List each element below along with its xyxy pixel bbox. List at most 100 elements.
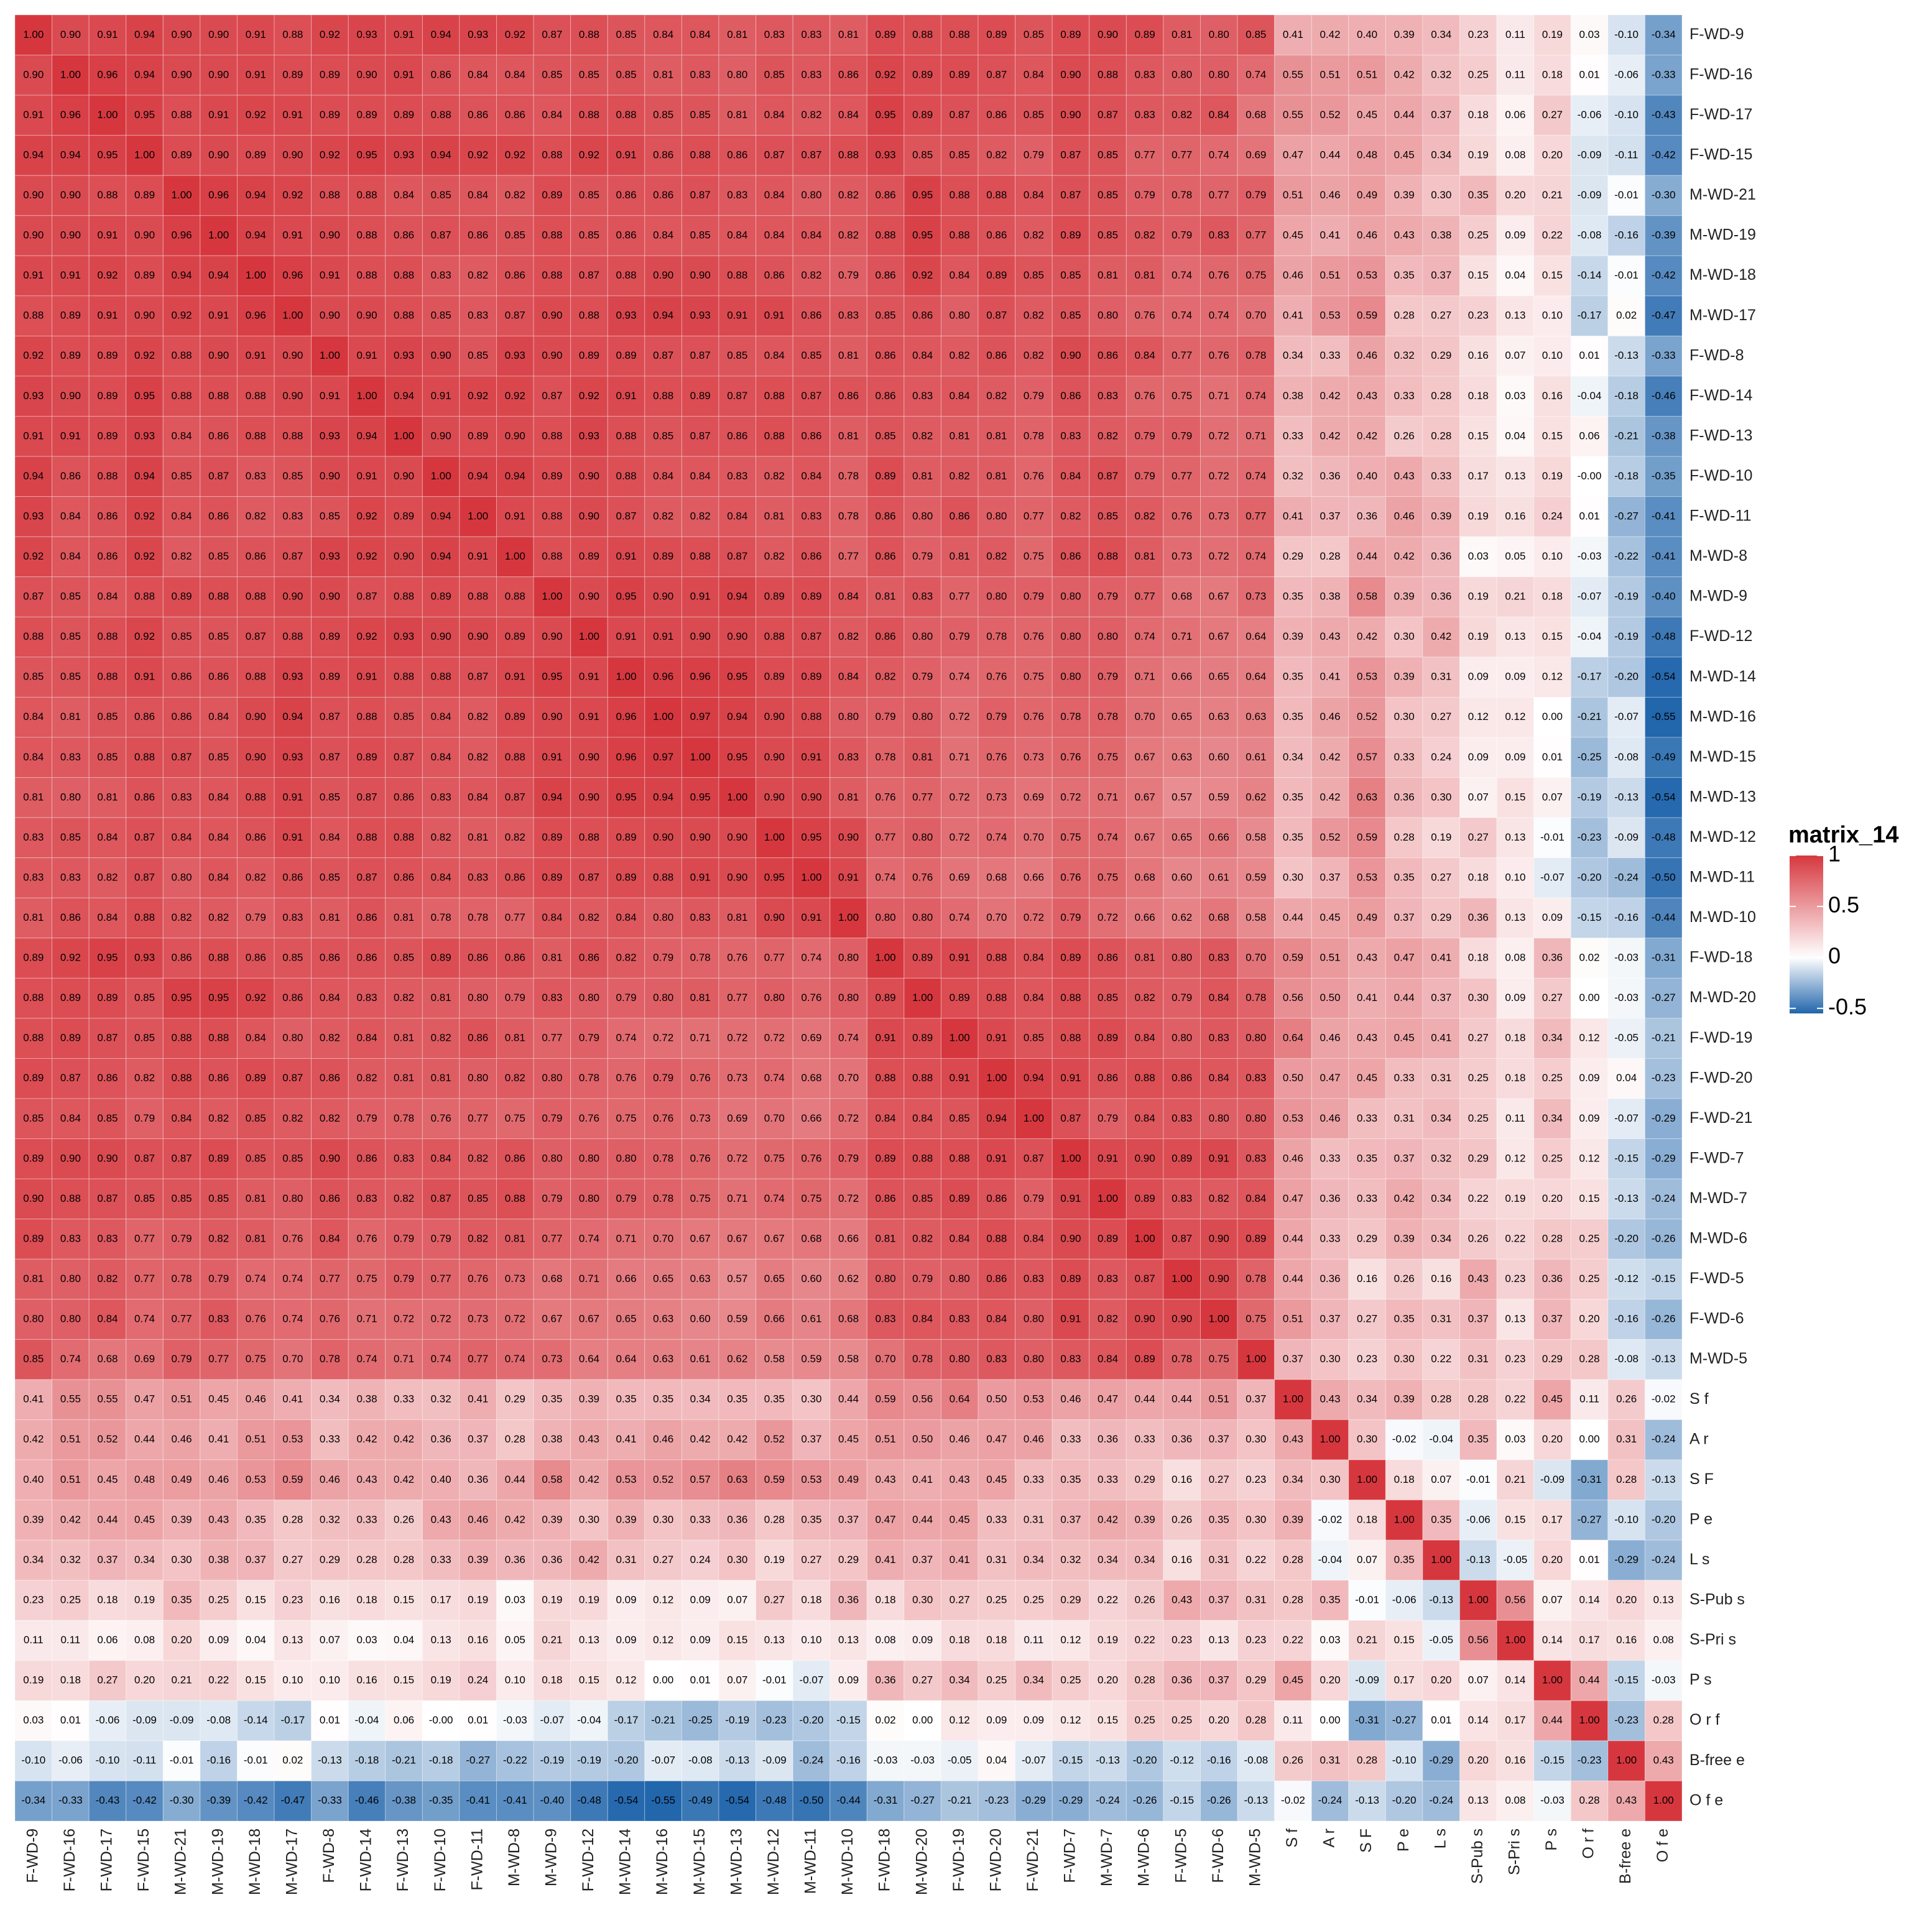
- cell-label: 0.86: [505, 269, 525, 281]
- cell-label: 0.94: [431, 510, 451, 522]
- heatmap-cell: [607, 175, 645, 216]
- cell-label: 0.80: [616, 1152, 636, 1164]
- cell-label: 0.72: [1209, 470, 1229, 482]
- cell-label: 0.55: [1283, 68, 1303, 80]
- cell-label: 0.91: [1060, 1313, 1081, 1325]
- cell-label: 0.01: [1579, 349, 1600, 361]
- heatmap-cell: [1237, 376, 1275, 417]
- cell-label: 0.85: [616, 29, 636, 40]
- heatmap-cell: [1459, 14, 1497, 56]
- cell-label: 0.75: [801, 1192, 821, 1204]
- cell-label: 0.11: [1024, 1634, 1043, 1646]
- cell-label: 0.86: [505, 1152, 525, 1164]
- cell-label: 0.94: [134, 68, 155, 80]
- cell-label: 0.78: [1172, 189, 1192, 201]
- cell-label: 0.39: [1431, 510, 1451, 522]
- cell-label: 0.84: [1024, 952, 1044, 964]
- heatmap-cell: [1237, 335, 1275, 377]
- cell-label: 0.89: [134, 269, 155, 281]
- cell-label: 0.77: [320, 1273, 340, 1285]
- cell-label: 0.74: [579, 1232, 599, 1244]
- cell-label: 0.88: [542, 430, 562, 441]
- cell-label: 0.87: [616, 510, 636, 522]
- cell-label: 0.89: [1060, 952, 1081, 964]
- cell-label: 0.86: [986, 349, 1007, 361]
- cell-label: 0.85: [1098, 189, 1118, 201]
- cell-label: 0.89: [320, 630, 340, 642]
- cell-label: 0.89: [1135, 1192, 1155, 1204]
- cell-label: 0.77: [764, 952, 785, 964]
- cell-label: -0.08: [1244, 1755, 1268, 1766]
- cell-label: 0.01: [690, 1674, 711, 1686]
- cell-label: 0.81: [727, 911, 747, 923]
- heatmap-cell: [14, 95, 53, 136]
- cell-label: -0.07: [800, 1674, 824, 1686]
- cell-label: 0.06: [1579, 430, 1600, 441]
- cell-label: 0.86: [394, 871, 414, 883]
- cell-label: 0.65: [764, 1273, 785, 1285]
- cell-label: 0.95: [727, 671, 747, 683]
- x-tick-label: F-WD-6: [1209, 1829, 1227, 1883]
- cell-label: 0.12: [653, 1594, 673, 1605]
- cell-label: 0.84: [912, 1313, 933, 1325]
- cell-label: 0.79: [876, 711, 896, 722]
- heatmap-cell: [496, 215, 534, 256]
- cell-label: 0.18: [1505, 1032, 1525, 1044]
- cell-label: 0.70: [1246, 952, 1266, 964]
- cell-label: 0.63: [653, 1353, 673, 1365]
- cell-label: 0.81: [505, 1032, 525, 1044]
- cell-label: -0.30: [170, 1794, 194, 1806]
- heatmap-cell: [792, 95, 831, 136]
- cell-label: -0.18: [1614, 390, 1639, 402]
- cell-label: 0.84: [653, 29, 673, 40]
- cell-label: 0.84: [431, 711, 451, 722]
- heatmap-cell: [830, 255, 867, 297]
- cell-label: -0.09: [132, 1714, 157, 1726]
- cell-label: 0.79: [912, 1273, 933, 1285]
- cell-label: 0.30: [1431, 791, 1451, 803]
- heatmap-cell: [718, 14, 757, 56]
- cell-label: 0.26: [1283, 1755, 1303, 1766]
- cell-label: 0.82: [1024, 349, 1044, 361]
- cell-label: 0.84: [1024, 189, 1044, 201]
- cell-label: 0.33: [1357, 1112, 1377, 1124]
- cell-label: -0.27: [1578, 1513, 1602, 1525]
- cell-label: 1.00: [320, 349, 340, 361]
- cell-label: -0.02: [1652, 1393, 1676, 1405]
- cell-label: 0.94: [986, 1112, 1007, 1124]
- cell-label: 0.59: [1209, 791, 1229, 803]
- cell-label: 0.69: [1024, 791, 1044, 803]
- cell-label: 0.12: [1060, 1634, 1081, 1646]
- cell-label: 0.77: [1135, 149, 1155, 160]
- colorbar: [1790, 856, 1823, 1013]
- cell-label: 0.87: [1135, 1273, 1155, 1285]
- cell-label: 0.57: [690, 1474, 711, 1485]
- cell-label: 0.83: [1172, 1112, 1192, 1124]
- cell-label: 0.35: [1283, 591, 1303, 602]
- heatmap-cell: [570, 376, 608, 417]
- cell-label: 0.88: [356, 831, 377, 843]
- cell-label: 0.71: [690, 1032, 711, 1044]
- cell-label: 0.88: [579, 831, 599, 843]
- cell-label: 0.83: [727, 470, 747, 482]
- cell-label: -0.43: [96, 1794, 120, 1806]
- cell-label: 0.31: [1209, 1554, 1229, 1566]
- cell-label: 0.96: [282, 269, 303, 281]
- cell-label: -0.05: [948, 1755, 972, 1766]
- heatmap-cell: [88, 295, 127, 336]
- cell-label: 0.50: [986, 1393, 1007, 1405]
- cell-label: 0.85: [1024, 109, 1044, 121]
- cell-label: 0.32: [1394, 349, 1415, 361]
- cell-label: 0.87: [542, 29, 562, 40]
- cell-label: 0.10: [282, 1674, 303, 1686]
- cell-label: 0.95: [764, 871, 785, 883]
- heatmap-cell: [533, 376, 571, 417]
- heatmap-cell: [1311, 295, 1349, 336]
- heatmap-cell: [1496, 95, 1535, 136]
- cell-label: 0.85: [505, 229, 525, 241]
- cell-label: 0.86: [876, 510, 896, 522]
- cell-label: 0.16: [356, 1674, 377, 1686]
- cell-label: -0.06: [1392, 1594, 1417, 1605]
- cell-label: 0.86: [1060, 390, 1081, 402]
- cell-label: 0.88: [542, 229, 562, 241]
